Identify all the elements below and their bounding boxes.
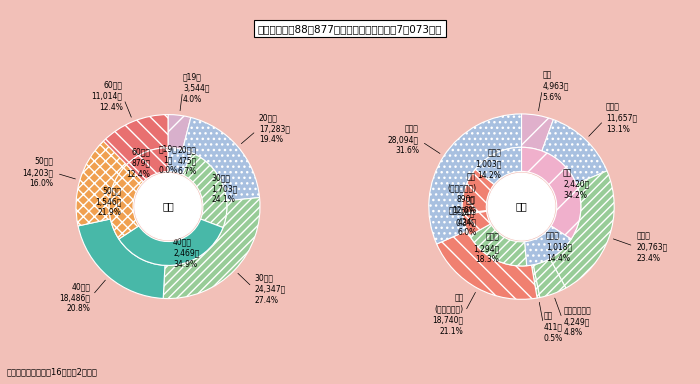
Wedge shape (533, 259, 566, 298)
Wedge shape (522, 147, 581, 239)
Text: 教員
2,420人
34.2%: 教員 2,420人 34.2% (563, 169, 589, 200)
Wedge shape (163, 197, 260, 299)
Text: 50歳代
1,546人
21.9%: 50歳代 1,546人 21.9% (95, 186, 121, 217)
Wedge shape (542, 119, 607, 184)
Wedge shape (182, 153, 227, 228)
Text: 30歳代
1,703人
24.1%: 30歳代 1,703人 24.1% (211, 173, 238, 204)
Text: 教員
4,963人
5.6%: 教員 4,963人 5.6% (543, 71, 569, 102)
Text: 40歳代
18,486人
20.8%: 40歳代 18,486人 20.8% (60, 282, 90, 313)
Wedge shape (550, 171, 614, 288)
Text: 20歳代
17,283人
19.4%: 20歳代 17,283人 19.4% (259, 113, 290, 144)
Text: 60歳〜
879人
12.4%: 60歳〜 879人 12.4% (126, 147, 150, 179)
Wedge shape (183, 118, 260, 201)
Text: 個人・自由業
4,249人
4.8%: 個人・自由業 4,249人 4.8% (564, 306, 591, 337)
Text: 公務員
11,657人
13.1%: 公務員 11,657人 13.1% (606, 103, 637, 134)
Wedge shape (437, 230, 537, 300)
Text: 農業
24人
0.3%: 農業 24人 0.3% (455, 197, 475, 228)
Wedge shape (531, 265, 540, 298)
Wedge shape (104, 114, 168, 165)
Wedge shape (463, 211, 491, 235)
Text: 60歳〜
11,014人
12.4%: 60歳〜 11,014人 12.4% (92, 80, 122, 111)
Wedge shape (475, 147, 522, 184)
Text: 無職
(主婦を含む)
18,740人
21.1%: 無職 (主婦を含む) 18,740人 21.1% (433, 293, 463, 336)
Circle shape (135, 174, 201, 240)
Wedge shape (429, 114, 522, 244)
Text: その他
28,094人
31.6%: その他 28,094人 31.6% (388, 124, 419, 156)
Text: 40歳代
2,469人
34.9%: 40歳代 2,469人 34.9% (173, 238, 200, 269)
Text: 50歳代
14,203人
16.0%: 50歳代 14,203人 16.0% (22, 157, 53, 188)
Text: 資料：放送大学（年16年度第2学期）: 資料：放送大学（年16年度第2学期） (7, 367, 98, 376)
Wedge shape (109, 165, 144, 239)
Wedge shape (462, 169, 494, 213)
Text: 無職
(主婦を含む)
890人
12.6%: 無職 (主婦を含む) 890人 12.6% (447, 172, 476, 215)
Text: 職業: 職業 (516, 202, 527, 212)
Wedge shape (168, 148, 193, 175)
Text: 会社員
20,763人
23.4%: 会社員 20,763人 23.4% (637, 232, 668, 263)
Wedge shape (127, 148, 168, 182)
Text: 個人・自由業
424人
6.0%: 個人・自由業 424人 6.0% (449, 206, 477, 237)
Wedge shape (119, 219, 223, 265)
Circle shape (488, 173, 555, 240)
Text: 外側：大学（88，877人）　内側：大学院（7，073人）: 外側：大学（88，877人） 内側：大学院（7，073人） (258, 24, 442, 34)
Text: 20歳代
475人
6.7%: 20歳代 475人 6.7% (178, 145, 197, 176)
Wedge shape (168, 114, 191, 149)
Wedge shape (76, 141, 127, 226)
Text: 会社員
1,294人
18.3%: 会社員 1,294人 18.3% (473, 233, 499, 264)
Text: その他
1,003人
14.2%: その他 1,003人 14.2% (475, 148, 501, 180)
Wedge shape (524, 226, 571, 266)
Text: 年齢: 年齢 (162, 202, 174, 212)
Text: 30歳代
24,347人
27.4%: 30歳代 24,347人 27.4% (255, 273, 286, 305)
Wedge shape (78, 219, 165, 298)
Text: 農業
411人
0.5%: 農業 411人 0.5% (544, 311, 563, 343)
Wedge shape (522, 114, 554, 151)
Wedge shape (470, 224, 526, 266)
Text: 公務員
1,018人
14.4%: 公務員 1,018人 14.4% (546, 232, 572, 263)
Text: 〜19歳
3,544人
4.0%: 〜19歳 3,544人 4.0% (183, 72, 209, 104)
Text: 〜19歳
1人
0.0%: 〜19歳 1人 0.0% (158, 144, 178, 175)
Wedge shape (463, 210, 486, 214)
